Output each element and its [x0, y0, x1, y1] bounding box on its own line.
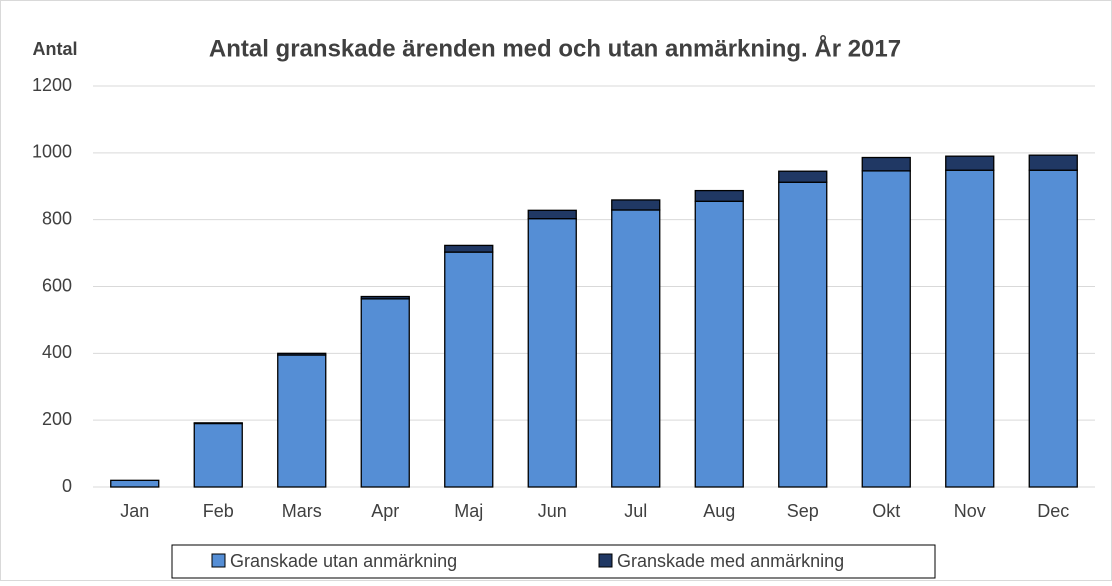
bar-segment [861, 156, 911, 172]
bar-segment [1028, 169, 1078, 488]
y-tick-label: 600 [42, 275, 72, 295]
chart-title: Antal granskade ärenden med och utan anm… [209, 34, 901, 62]
bar-segment [945, 155, 995, 171]
x-tick-label: Jun [538, 501, 567, 521]
x-tick-label: Feb [203, 501, 234, 521]
bar-segment [277, 352, 327, 356]
bar-segment [110, 479, 160, 488]
bar-segment [444, 251, 494, 488]
y-tick-label: 0 [62, 476, 72, 496]
y-axis-label: Antal [33, 39, 78, 59]
bar-segment [527, 209, 577, 220]
bar-segment [611, 199, 661, 211]
y-tick-label: 200 [42, 409, 72, 429]
legend-box [171, 544, 936, 579]
bar-segment [360, 298, 410, 488]
legend-swatch [598, 553, 613, 568]
x-tick-label: Sep [787, 501, 819, 521]
x-tick-label: Jan [120, 501, 149, 521]
y-tick-label: 400 [42, 342, 72, 362]
bar-segment [694, 189, 744, 202]
bar-segment [611, 209, 661, 488]
bar-segment [444, 244, 494, 253]
bar-segment [360, 295, 410, 300]
bar-segment [193, 422, 243, 425]
bar-segment [861, 170, 911, 488]
x-tick-label: Maj [454, 501, 483, 521]
y-tick-label: 800 [42, 208, 72, 228]
bar-segment [277, 354, 327, 488]
x-tick-label: Dec [1037, 501, 1069, 521]
bar-segment [1028, 154, 1078, 171]
legend-swatch [211, 553, 226, 568]
x-tick-label: Mars [282, 501, 322, 521]
x-tick-label: Aug [703, 501, 735, 521]
x-tick-label: Jul [624, 501, 647, 521]
legend-label: Granskade med anmärkning [617, 551, 844, 571]
bar-segment [778, 181, 828, 488]
x-tick-label: Apr [371, 501, 399, 521]
bar-segment [193, 422, 243, 488]
legend-label: Granskade utan anmärkning [230, 551, 457, 571]
x-tick-label: Okt [872, 501, 900, 521]
bar-segment [527, 218, 577, 488]
y-tick-label: 1000 [32, 142, 72, 162]
bar-segment [694, 200, 744, 488]
legend: Granskade utan anmärkning Granskade med a… [171, 544, 936, 579]
x-tick-label: Nov [954, 501, 986, 521]
bar-segment [778, 170, 828, 183]
y-tick-label: 1200 [32, 75, 72, 95]
bar-segment [945, 169, 995, 488]
